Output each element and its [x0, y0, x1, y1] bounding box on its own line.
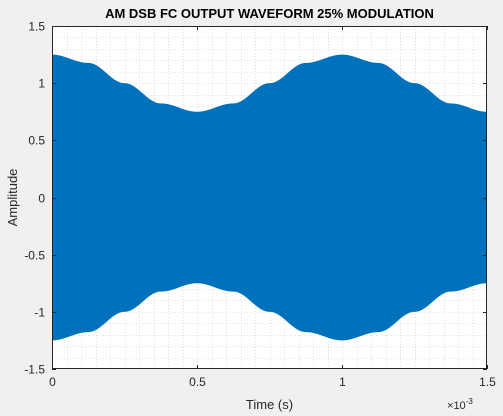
chart-title: AM DSB FC OUTPUT WAVEFORM 25% MODULATION: [105, 6, 434, 21]
y-axis-label: Amplitude: [5, 169, 20, 227]
x-tick-labels: 0 0.5 1 1.5: [49, 375, 496, 389]
x-tick-label: 1.5: [479, 375, 496, 389]
x-exponent-base: 10: [453, 400, 465, 412]
axes-box: [52, 26, 487, 369]
x-exponent-prefix: ×: [447, 400, 453, 412]
signal-area: [52, 54, 487, 341]
y-tick-label: -0.5: [24, 249, 45, 263]
x-tick-label: 0: [49, 375, 56, 389]
y-tick-label: 1: [38, 77, 45, 91]
y-tick-label: -1.5: [24, 363, 45, 377]
y-tick-label: 0.5: [28, 134, 45, 148]
y-tick-label: 0: [38, 192, 45, 206]
x-tick-label: 0.5: [189, 375, 206, 389]
y-tick-label: 1.5: [28, 20, 45, 34]
x-axis-label: Time (s): [246, 397, 293, 412]
x-exponent-label: ×10-3: [447, 397, 473, 412]
x-tick-label: 1: [339, 375, 346, 389]
x-exponent-power: -3: [466, 397, 474, 406]
y-tick-labels: 1.5 1 0.5 0 -0.5 -1 -1.5: [24, 20, 45, 377]
y-tick-label: -1: [34, 306, 45, 320]
